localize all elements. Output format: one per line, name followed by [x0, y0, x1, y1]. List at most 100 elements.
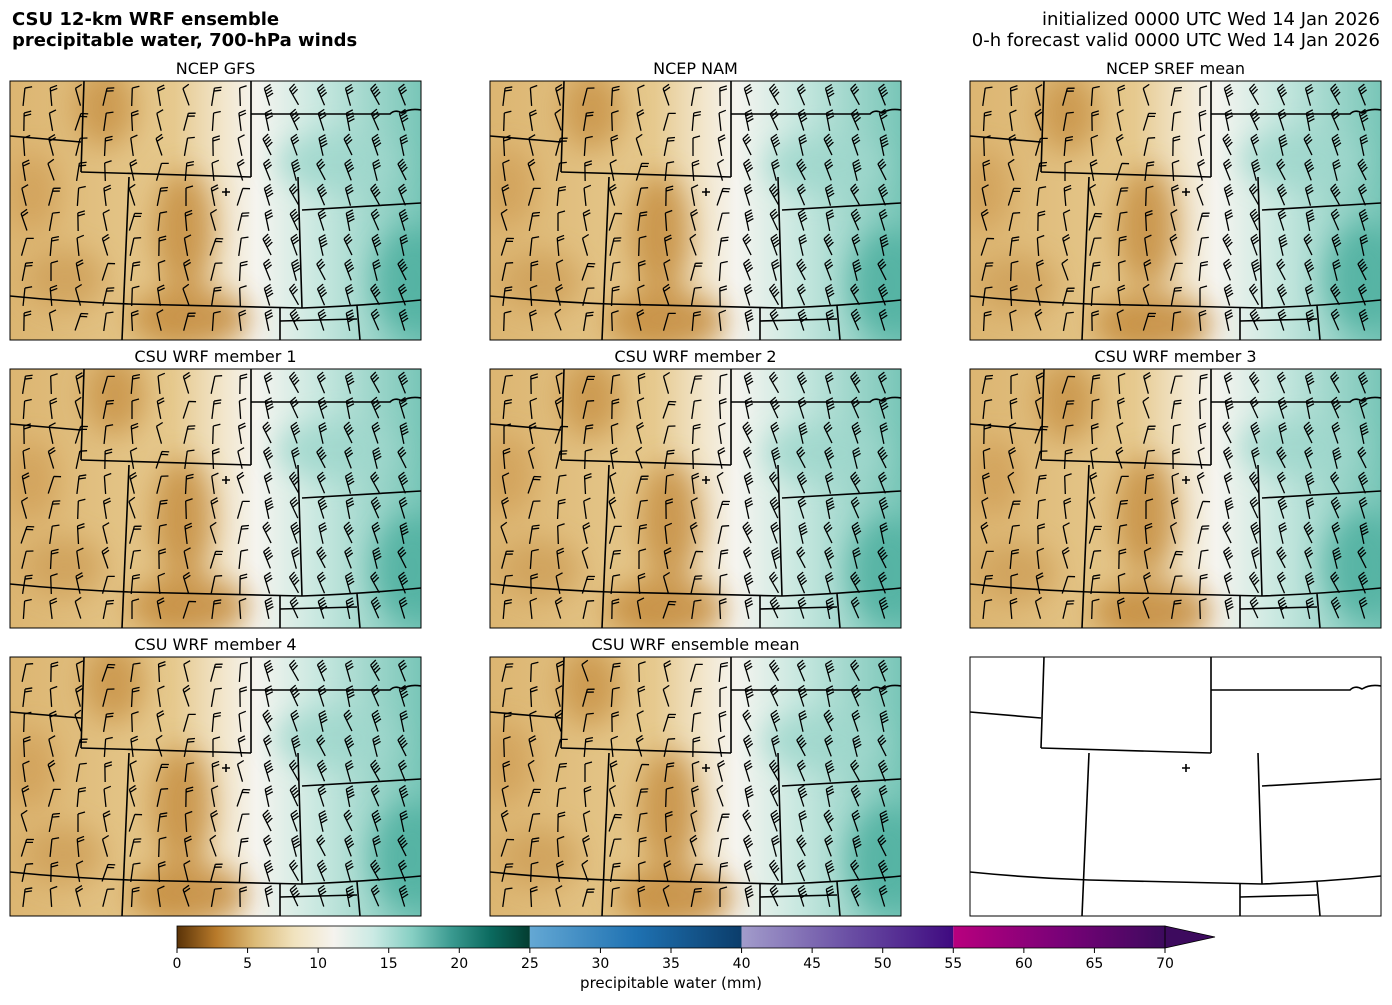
wind-barb — [103, 135, 113, 157]
wind-barb — [48, 211, 60, 231]
wind-barb — [21, 472, 30, 494]
wind-barb — [1117, 284, 1126, 307]
wind-barb — [768, 571, 780, 594]
field-blob — [1038, 81, 1098, 153]
wind-barb — [556, 186, 567, 207]
wind-barb — [101, 834, 110, 857]
wind-barb — [877, 446, 888, 469]
wind-barb — [717, 760, 726, 782]
wind-barb — [47, 158, 55, 181]
wind-barb — [691, 159, 700, 182]
wind-barb — [398, 208, 409, 231]
wind-barb — [1061, 546, 1070, 569]
wind-barb — [1330, 471, 1340, 494]
wind-barb — [582, 522, 591, 544]
wind-barb — [1037, 210, 1046, 232]
wind-barb — [263, 734, 273, 757]
wind-barb — [530, 373, 539, 395]
wind-barb — [637, 524, 648, 545]
wind-barb — [290, 809, 300, 832]
state-border — [490, 135, 562, 143]
wind-barb — [1222, 521, 1232, 544]
wind-barb — [75, 572, 84, 594]
wind-barb — [636, 597, 645, 619]
wind-barb — [501, 550, 514, 569]
wind-barb — [1063, 497, 1072, 520]
wind-barb — [718, 662, 729, 683]
wind-barb — [184, 449, 195, 470]
wind-barb — [22, 736, 31, 758]
state-border — [279, 318, 358, 322]
colorbar-tick-label: 50 — [874, 956, 892, 972]
wind-barb — [1357, 158, 1368, 181]
wind-barb — [825, 209, 835, 231]
wind-barb — [1303, 421, 1314, 444]
wind-barb — [982, 399, 993, 420]
wind-barb — [239, 886, 248, 908]
wind-barb — [743, 371, 754, 394]
wind-barb — [582, 810, 591, 832]
field-blob — [560, 657, 620, 726]
wind-barb — [743, 83, 753, 106]
wind-barb — [743, 283, 753, 306]
wind-barb — [1303, 133, 1313, 156]
wind-barb — [1036, 498, 1046, 520]
wind-barb — [1062, 111, 1074, 131]
wind-barb — [291, 259, 301, 281]
wind-barb — [1276, 471, 1286, 494]
wind-barb — [397, 158, 408, 181]
wind-barb — [637, 572, 646, 595]
wind-barb — [291, 835, 301, 857]
wind-barb — [210, 810, 219, 832]
wind-barb — [581, 262, 596, 281]
wind-barb — [980, 550, 994, 569]
wind-barb — [500, 208, 508, 231]
wind-barb — [502, 399, 513, 420]
wind-barb — [1278, 422, 1288, 444]
wind-barb — [718, 862, 729, 883]
wind-barb — [663, 738, 676, 757]
wind-barb — [825, 497, 835, 519]
wind-barb — [879, 710, 889, 732]
wind-barb — [1196, 183, 1204, 206]
wind-barb — [796, 546, 806, 569]
wind-barb — [1248, 183, 1260, 206]
wind-barb — [555, 372, 563, 394]
wind-barb — [718, 398, 727, 420]
wind-barb — [982, 447, 991, 470]
wind-barb — [1278, 234, 1288, 256]
wind-barb — [237, 837, 249, 857]
wind-barb — [1248, 471, 1260, 494]
state-border — [356, 881, 361, 916]
wind-barb — [527, 158, 536, 181]
wind-barb — [502, 86, 513, 107]
wind-barb — [981, 262, 994, 281]
wind-barb — [238, 397, 247, 420]
wind-barb — [131, 398, 140, 419]
wind-barb — [155, 763, 169, 782]
wind-barb — [662, 400, 677, 419]
wind-barb — [1197, 159, 1206, 181]
field-blob — [277, 420, 397, 480]
wind-barb — [878, 183, 889, 206]
wind-barb — [796, 659, 806, 682]
colorbar: 0 5 10 15 20 25 30 35 40 45 50 55 60 65 70 precipitable… — [173, 925, 1216, 992]
wind-barb — [1035, 572, 1044, 594]
state-border — [301, 778, 421, 787]
wind-barb — [691, 399, 702, 420]
wind-barb — [20, 838, 34, 857]
wind-barb — [1090, 447, 1098, 470]
wind-barb — [49, 397, 58, 420]
wind-barb — [556, 234, 565, 257]
wind-barb — [1036, 547, 1045, 570]
wind-barb — [1277, 496, 1288, 519]
state-border — [80, 369, 85, 461]
wind-barb — [371, 809, 382, 832]
wind-barb — [75, 660, 84, 682]
wind-barb — [158, 235, 167, 257]
wind-barb — [582, 209, 591, 231]
wind-barb — [130, 374, 141, 395]
wind-barb — [128, 784, 137, 807]
wind-barb — [1171, 159, 1180, 182]
wind-barb — [1359, 422, 1369, 444]
